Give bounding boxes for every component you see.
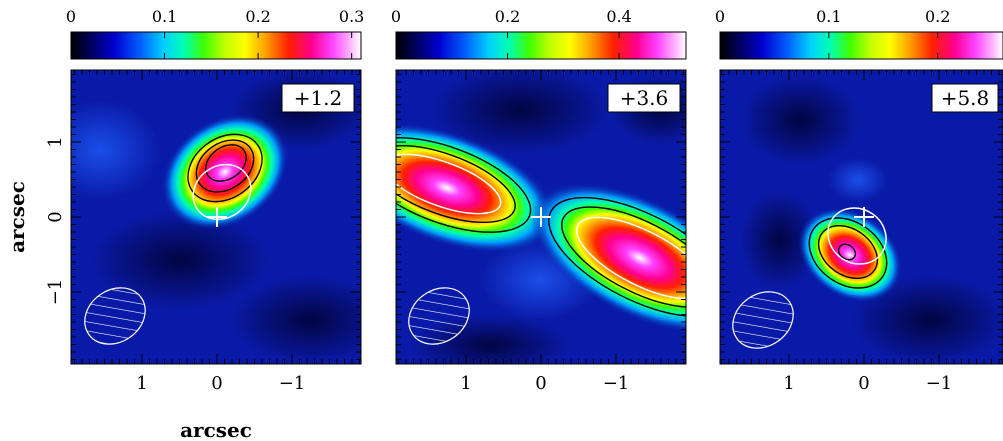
x-tick-label: 1 — [136, 373, 147, 394]
x-tick-label: 0 — [858, 373, 869, 394]
x-tick-label: 0 — [211, 373, 222, 394]
x-tick-label: 1 — [783, 373, 794, 394]
colorbar-3: 0 0.1 0.2 — [715, 7, 1003, 60]
x-tick-label: 1 — [460, 373, 471, 394]
beam-ellipse — [84, 287, 146, 345]
colorbar-tick-label: 0 — [715, 7, 725, 26]
velocity-label: +1.2 — [294, 86, 343, 110]
colorbar-tick-label: 0.1 — [152, 7, 177, 26]
colorbar-tick-label: 0.2 — [925, 7, 950, 26]
colorbar-1: 0 0.1 0.2 0.3 — [66, 7, 364, 60]
x-tick-label: −1 — [279, 373, 306, 394]
panel-2: +3.6 1 0 −1 — [395, 69, 687, 394]
colorbar-tick-label: 0.2 — [495, 7, 520, 26]
x-tick-label: −1 — [926, 373, 953, 394]
y-tick-label: 1 — [45, 136, 66, 147]
velocity-label: +5.8 — [941, 86, 990, 110]
y-tick-label: −1 — [45, 279, 66, 306]
center-cross-marker — [207, 207, 227, 227]
panel-1: +1.2 1 0 −1 1 0 −1 — [45, 69, 362, 394]
colorbar-2: 0 0.2 0.4 — [391, 7, 687, 60]
beam-ellipse — [408, 287, 470, 345]
colorbar-tick-label: 0 — [391, 7, 401, 26]
y-axis-label: arcsec — [5, 181, 29, 253]
colorbar-tick-label: 0.4 — [606, 7, 631, 26]
x-axis-label: arcsec — [180, 418, 252, 441]
colorbar-tick-label: 0.3 — [339, 7, 364, 26]
x-tick-label: 0 — [535, 373, 546, 394]
colorbar-tick-label: 0.2 — [245, 7, 270, 26]
y-tick-label: 0 — [45, 211, 66, 222]
center-cross-marker — [531, 207, 551, 227]
velocity-label: +3.6 — [620, 86, 669, 110]
colorbar-tick-label: 0.1 — [816, 7, 841, 26]
panel-3: +5.8 1 0 −1 — [719, 69, 1003, 394]
colorbar-tick-label: 0 — [66, 7, 76, 26]
center-cross-marker — [854, 207, 874, 227]
x-tick-label: −1 — [603, 373, 630, 394]
beam-ellipse — [732, 291, 794, 349]
